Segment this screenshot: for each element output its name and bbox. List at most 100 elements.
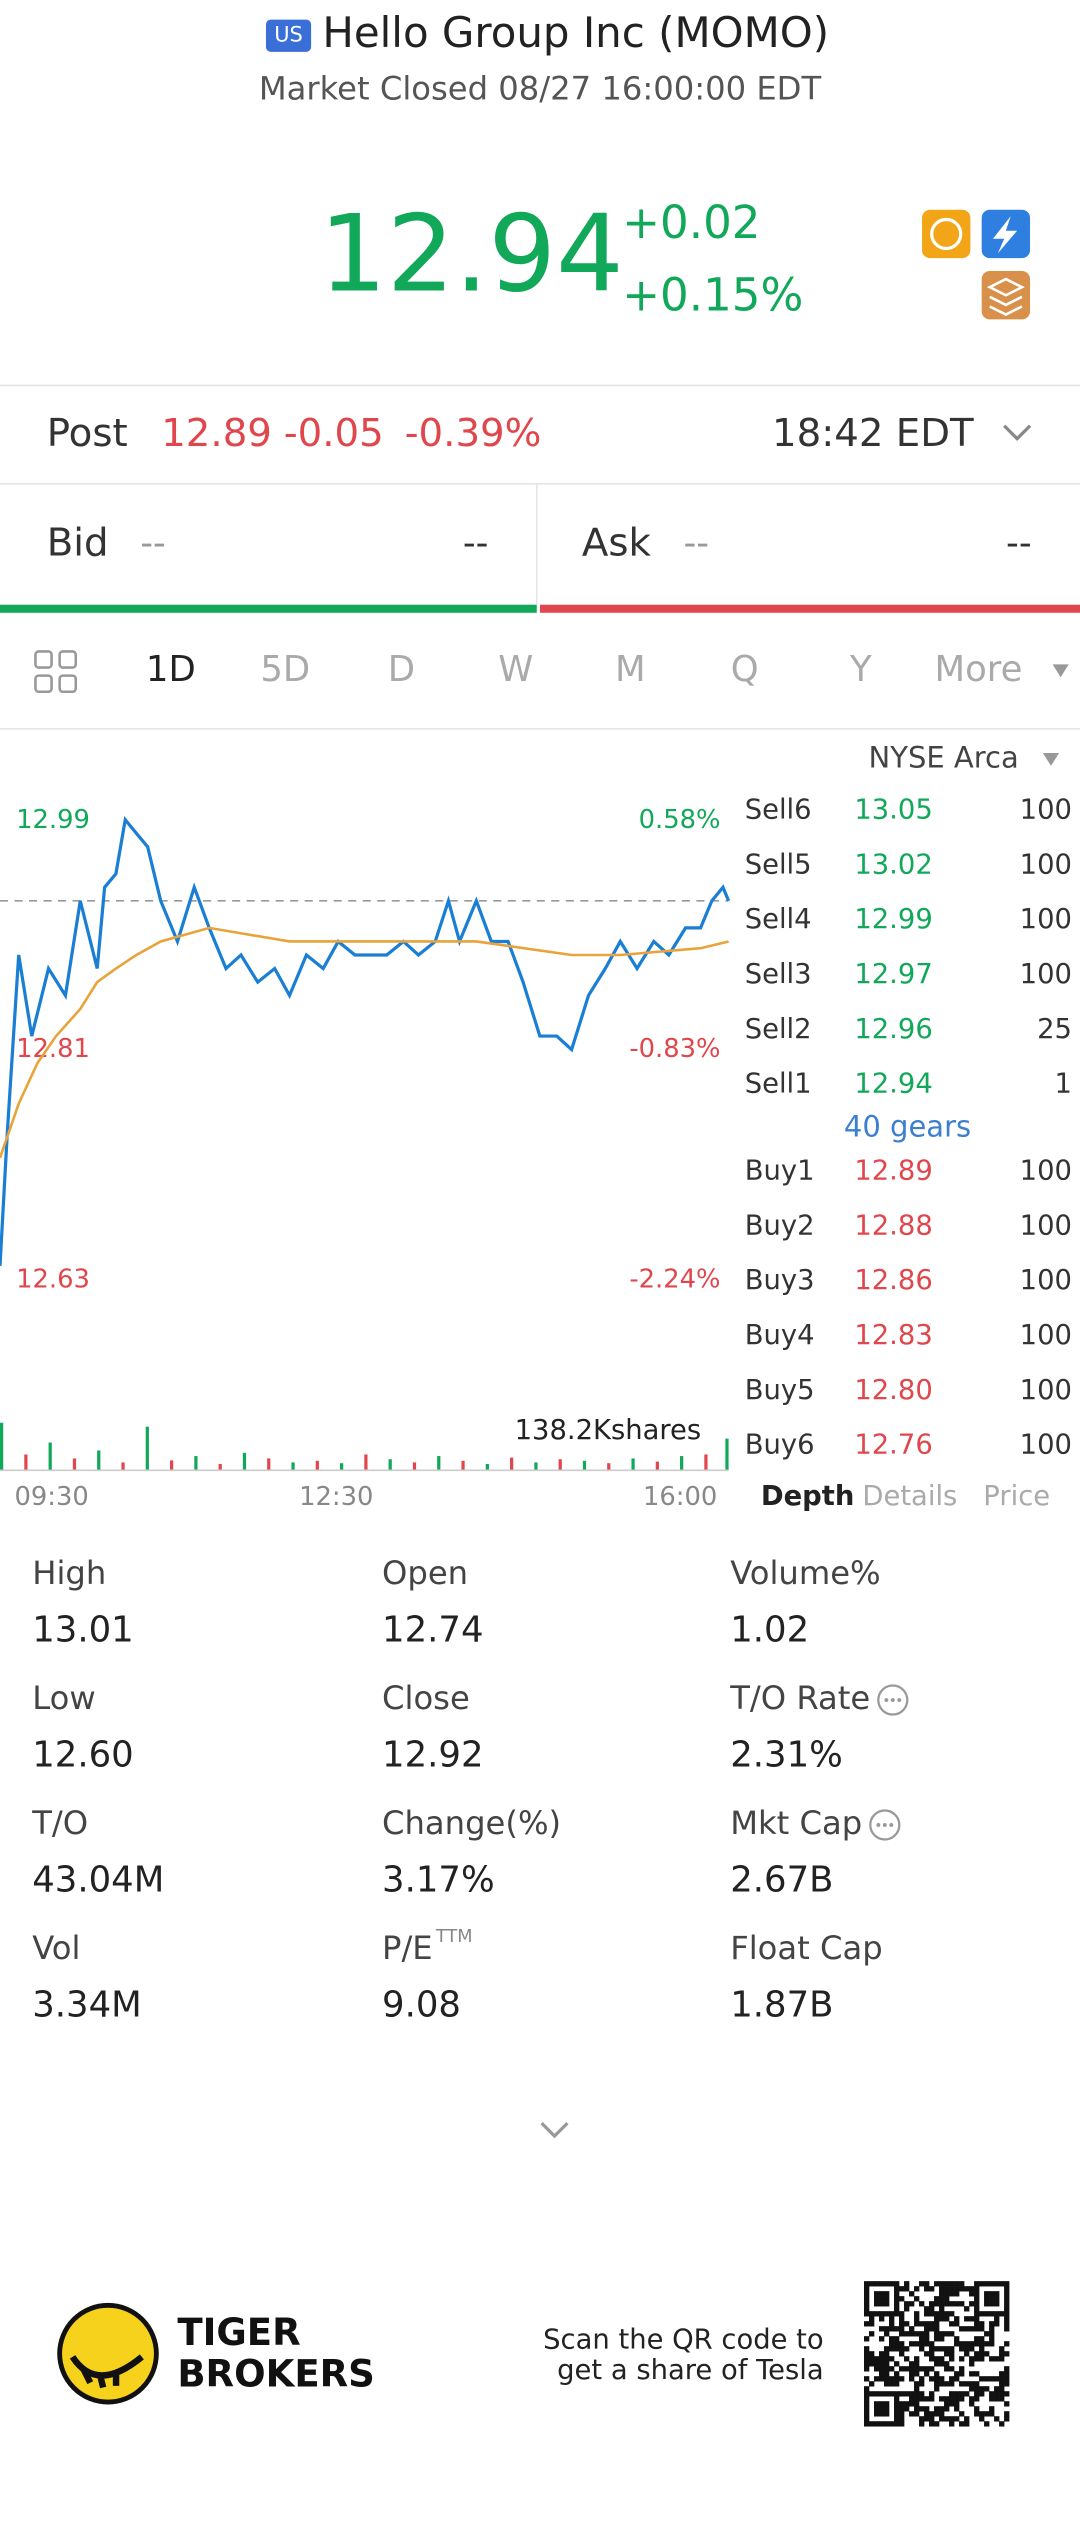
qr-cell bbox=[999, 2386, 1005, 2392]
post-time[interactable]: 18:42 EDT bbox=[772, 411, 974, 456]
more-arrow[interactable] bbox=[1052, 664, 1069, 678]
info-dot bbox=[884, 1698, 889, 1702]
stat-value: 13.01 bbox=[32, 1610, 133, 1651]
qr-cell bbox=[884, 2311, 890, 2317]
info-icon[interactable] bbox=[869, 1809, 901, 1841]
stat-value: 3.17% bbox=[382, 1859, 495, 1900]
qr-cell bbox=[984, 2296, 990, 2302]
period-tab[interactable]: 5D bbox=[260, 649, 310, 690]
grid-icon[interactable] bbox=[34, 650, 78, 694]
chevron[interactable] bbox=[1003, 424, 1032, 441]
qr-cell bbox=[949, 2331, 955, 2337]
period-tab[interactable]: Y bbox=[849, 649, 872, 690]
book-tab[interactable]: Price bbox=[983, 1481, 1050, 1512]
period-tab[interactable]: Q bbox=[731, 649, 759, 690]
qr-cell bbox=[969, 2316, 975, 2322]
qr-cell bbox=[894, 2336, 900, 2342]
qr-cell bbox=[924, 2366, 930, 2372]
qr-cell bbox=[984, 2351, 990, 2357]
qr-cell bbox=[904, 2366, 910, 2372]
qr-cell bbox=[864, 2281, 870, 2287]
info-icon[interactable] bbox=[877, 1684, 909, 1716]
icon-dollar[interactable] bbox=[922, 209, 971, 259]
exchange[interactable]: NYSE Arca bbox=[869, 740, 1019, 774]
qr-cell bbox=[889, 2346, 895, 2352]
qr-cell bbox=[964, 2326, 970, 2332]
qr-cell bbox=[939, 2396, 945, 2402]
volume-label: 138.2Kshares bbox=[515, 1415, 702, 1446]
qr-cell bbox=[949, 2396, 955, 2402]
stat-label: High bbox=[32, 1554, 106, 1592]
qr-cell bbox=[964, 2341, 970, 2347]
qr-cell bbox=[879, 2421, 885, 2427]
qr-cell bbox=[954, 2336, 960, 2342]
qr-cell bbox=[974, 2296, 980, 2302]
qr-cell bbox=[924, 2371, 930, 2377]
qr-cell bbox=[944, 2286, 950, 2292]
qr-cell bbox=[949, 2291, 955, 2297]
exchange-arrow[interactable] bbox=[1042, 753, 1060, 766]
volume-bar bbox=[24, 1454, 28, 1471]
period-tab[interactable]: W bbox=[498, 649, 533, 690]
qr-cell bbox=[1004, 2311, 1010, 2317]
qr-cell bbox=[909, 2391, 915, 2397]
gears-note[interactable]: 40 gears bbox=[844, 1110, 971, 1144]
qr-cell bbox=[864, 2391, 870, 2397]
qr-cell bbox=[904, 2406, 910, 2412]
qr-cell bbox=[894, 2381, 900, 2387]
volume-bar bbox=[704, 1454, 708, 1471]
qr-cell bbox=[1004, 2351, 1010, 2357]
period-tab[interactable]: 1D bbox=[146, 649, 196, 690]
qr-cell bbox=[914, 2286, 920, 2292]
qr-cell bbox=[864, 2286, 870, 2292]
qr-cell bbox=[864, 2376, 870, 2382]
qr-cell bbox=[989, 2341, 995, 2347]
qr-cell bbox=[989, 2331, 995, 2337]
qr-cell bbox=[964, 2316, 970, 2322]
qr-cell bbox=[899, 2376, 905, 2382]
qr-cell bbox=[944, 2296, 950, 2302]
qr-code bbox=[864, 2281, 1010, 2427]
qr-cell bbox=[974, 2351, 980, 2357]
qr-cell bbox=[974, 2286, 980, 2292]
qr-cell bbox=[969, 2396, 975, 2402]
book-tab[interactable]: Depth bbox=[761, 1481, 855, 1512]
info-dot bbox=[890, 1698, 895, 1702]
volume-bar bbox=[582, 1460, 587, 1471]
period-tab[interactable]: More bbox=[935, 649, 1023, 690]
qr-cell bbox=[964, 2286, 970, 2292]
qr-cell bbox=[884, 2421, 890, 2427]
qr-cell bbox=[964, 2306, 970, 2312]
qr-cell bbox=[974, 2301, 980, 2307]
qr-cell bbox=[1004, 2291, 1010, 2297]
stat-value: 1.87B bbox=[730, 1984, 833, 2025]
info-dot bbox=[889, 1823, 894, 1827]
qr-cell bbox=[989, 2296, 995, 2302]
volume-bar bbox=[97, 1450, 101, 1471]
qr-cell bbox=[954, 2321, 960, 2327]
period-tab[interactable]: M bbox=[615, 649, 646, 690]
qr-cell bbox=[914, 2296, 920, 2302]
stat-label: Vol bbox=[32, 1929, 80, 1967]
post-label: Post bbox=[47, 411, 128, 456]
qr-cell bbox=[864, 2411, 870, 2417]
price-line bbox=[0, 816, 731, 1267]
qr-cell bbox=[979, 2376, 985, 2382]
qr-cell bbox=[899, 2316, 905, 2322]
qr-cell bbox=[944, 2291, 950, 2297]
qr-cell bbox=[1004, 2401, 1010, 2407]
expand-chevron[interactable] bbox=[540, 2122, 569, 2139]
volume-bar bbox=[340, 1463, 344, 1471]
period-tab[interactable]: D bbox=[388, 649, 415, 690]
info-dot bbox=[876, 1823, 881, 1827]
qr-cell bbox=[864, 2336, 870, 2342]
stat-value: 2.31% bbox=[730, 1734, 843, 1775]
buy-label: Buy2 bbox=[745, 1210, 815, 1241]
qr-cell bbox=[964, 2351, 970, 2357]
qr-cell bbox=[904, 2286, 910, 2292]
qr-cell bbox=[879, 2311, 885, 2317]
book-tab[interactable]: Details bbox=[862, 1481, 957, 1512]
qr-cell bbox=[929, 2286, 935, 2292]
qr-cell bbox=[874, 2421, 880, 2427]
qr-cell bbox=[974, 2371, 980, 2377]
